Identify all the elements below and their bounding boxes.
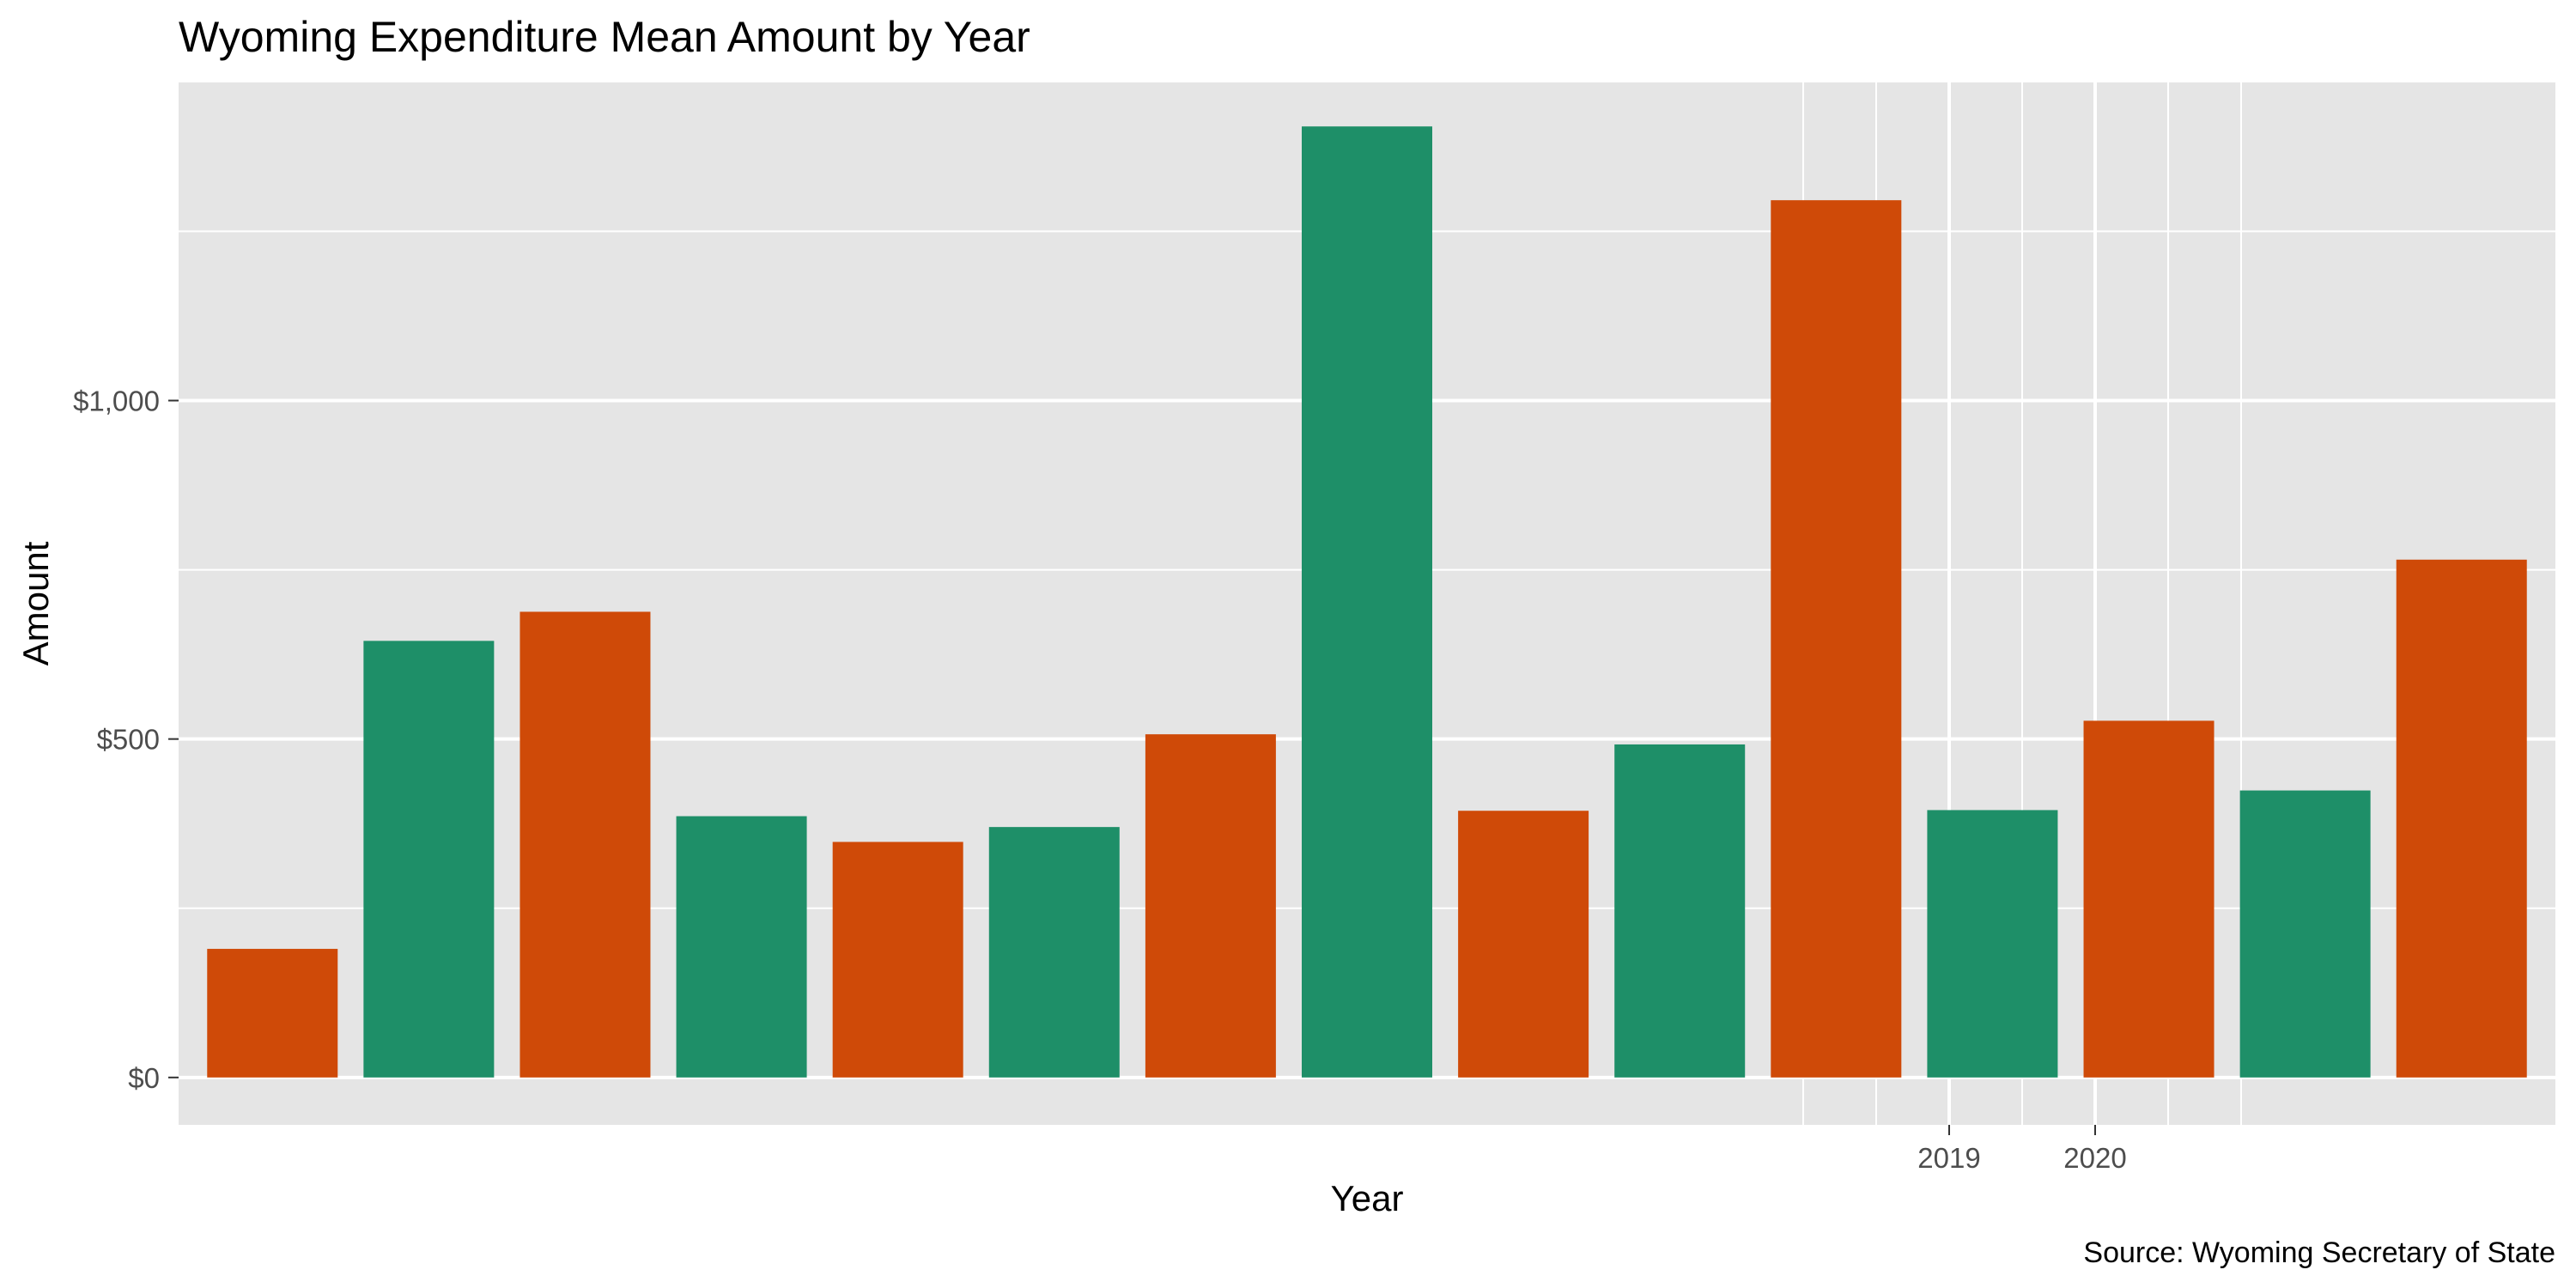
bar: [1145, 734, 1276, 1078]
bar: [2396, 559, 2527, 1078]
source-caption: Source: Wyoming Secretary of State: [2083, 1236, 2555, 1269]
bar: [363, 641, 495, 1078]
y-tick-label: $0: [128, 1062, 160, 1094]
x-tick-label: 2019: [1917, 1142, 1980, 1174]
axis-ticks: $0 $500 $1,000 2019 2020: [73, 386, 2127, 1174]
bars: [207, 126, 2527, 1078]
y-tick-label: $1,000: [73, 386, 160, 417]
bar: [1771, 200, 1902, 1078]
bar: [676, 816, 807, 1078]
bar: [1614, 744, 1746, 1078]
chart-title: Wyoming Expenditure Mean Amount by Year: [179, 13, 1030, 61]
bar: [519, 611, 651, 1078]
bar: [2239, 790, 2371, 1078]
bar: [832, 841, 963, 1078]
y-tick-label: $500: [97, 724, 160, 756]
y-axis-title: Amount: [15, 541, 56, 665]
x-axis-title: Year: [1331, 1178, 1404, 1218]
bar: [1927, 810, 2058, 1078]
bar: [1302, 126, 1432, 1078]
bar: [1458, 811, 1589, 1078]
bar: [2083, 720, 2215, 1078]
bar: [207, 949, 338, 1078]
x-tick-label: 2020: [2063, 1142, 2126, 1174]
bar: [988, 827, 1120, 1078]
